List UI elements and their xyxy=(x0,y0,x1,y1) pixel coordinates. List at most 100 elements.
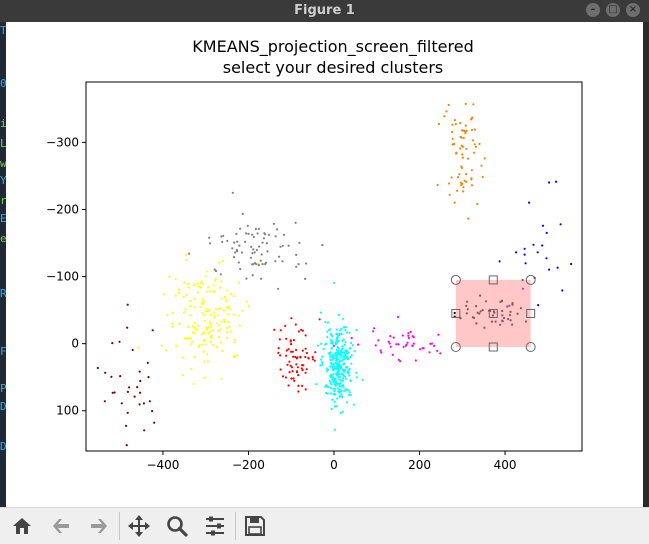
data-point xyxy=(292,377,295,380)
data-point xyxy=(338,334,341,337)
maximize-button[interactable]: □ xyxy=(606,3,620,17)
x-tick-label: 0 xyxy=(330,458,338,472)
data-point xyxy=(404,344,407,347)
terminal-char: r xyxy=(0,194,7,207)
data-point xyxy=(196,282,199,285)
data-point xyxy=(340,373,343,376)
pan-button[interactable] xyxy=(123,510,155,542)
data-point xyxy=(296,371,299,374)
data-point xyxy=(336,373,339,377)
data-point xyxy=(329,365,332,368)
scatter-plot[interactable]: KMEANS_projection_screen_filtered select… xyxy=(6,22,643,507)
data-point xyxy=(205,307,208,310)
data-point xyxy=(215,345,218,348)
data-point xyxy=(189,314,192,317)
home-button[interactable] xyxy=(6,510,38,542)
data-point xyxy=(214,308,217,311)
data-point xyxy=(465,129,468,132)
data-point xyxy=(139,391,142,394)
data-point xyxy=(298,241,301,244)
data-point xyxy=(203,331,206,334)
data-point xyxy=(287,244,290,247)
data-point xyxy=(321,244,324,247)
data-point xyxy=(345,355,348,358)
selection-edge-handle[interactable] xyxy=(451,308,461,318)
data-point xyxy=(200,280,203,283)
data-point xyxy=(305,368,308,371)
data-point xyxy=(379,349,382,352)
selection-edge-handle[interactable] xyxy=(488,275,498,285)
data-point xyxy=(334,384,337,387)
data-point xyxy=(301,329,304,332)
data-point xyxy=(288,360,291,363)
data-point xyxy=(333,389,336,392)
data-point xyxy=(433,344,436,347)
selection-edge-handle[interactable] xyxy=(526,308,536,318)
data-point xyxy=(189,305,192,308)
data-point xyxy=(277,351,280,354)
data-point xyxy=(388,342,391,345)
data-point xyxy=(148,400,151,403)
close-button[interactable]: × xyxy=(626,3,640,17)
configure-subplots-button[interactable] xyxy=(199,510,231,542)
data-point xyxy=(337,373,341,376)
back-button[interactable] xyxy=(45,510,77,542)
data-point xyxy=(470,169,473,172)
data-point xyxy=(402,345,405,349)
data-point xyxy=(289,364,292,367)
selection-corner-handle[interactable] xyxy=(525,274,536,285)
data-point xyxy=(220,280,223,283)
data-point xyxy=(202,300,205,303)
window-titlebar[interactable]: Figure 1 – □ × xyxy=(0,0,649,22)
selection-corner-handle[interactable] xyxy=(450,342,461,353)
data-point xyxy=(216,322,219,325)
data-point xyxy=(337,353,340,356)
data-point xyxy=(240,251,243,254)
data-point xyxy=(474,145,477,148)
data-point xyxy=(304,334,307,337)
data-point xyxy=(289,339,292,342)
data-point xyxy=(325,391,328,395)
data-point xyxy=(341,345,344,348)
selection-edge-handle[interactable] xyxy=(488,342,498,352)
data-point xyxy=(541,224,545,227)
data-point xyxy=(377,339,380,342)
data-point xyxy=(464,124,467,127)
data-point xyxy=(342,373,345,376)
data-point xyxy=(451,137,454,140)
data-point xyxy=(196,291,199,294)
selection-rectangle[interactable] xyxy=(455,279,531,348)
data-point xyxy=(207,332,210,335)
forward-button[interactable] xyxy=(83,510,115,542)
data-point xyxy=(341,358,345,361)
selection-corner-handle[interactable] xyxy=(450,274,461,285)
selection-layer[interactable] xyxy=(450,274,536,353)
data-point xyxy=(348,347,351,350)
y-tick-label: 100 xyxy=(56,404,79,418)
data-point xyxy=(537,304,540,307)
minimize-button[interactable]: – xyxy=(586,3,600,17)
save-button[interactable] xyxy=(239,510,271,542)
data-point xyxy=(397,343,400,346)
zoom-button[interactable] xyxy=(161,510,193,542)
data-point xyxy=(462,137,465,140)
data-point xyxy=(220,297,223,300)
terminal-char: R xyxy=(0,287,7,300)
figure-canvas[interactable]: KMEANS_projection_screen_filtered select… xyxy=(6,22,643,507)
terminal-char: Y xyxy=(0,174,7,187)
data-point xyxy=(316,344,319,347)
selection-edge-handle[interactable] xyxy=(488,308,498,318)
data-point xyxy=(460,166,463,169)
data-point xyxy=(319,364,322,367)
data-point xyxy=(206,290,209,293)
data-point xyxy=(295,357,298,360)
data-point xyxy=(299,355,302,358)
data-point xyxy=(332,344,335,347)
data-point xyxy=(399,360,402,363)
data-point xyxy=(219,273,222,276)
data-point xyxy=(304,347,307,350)
selection-corner-handle[interactable] xyxy=(525,342,536,353)
data-point xyxy=(304,355,307,359)
data-point xyxy=(391,353,394,356)
terminal-char: i xyxy=(0,117,7,130)
